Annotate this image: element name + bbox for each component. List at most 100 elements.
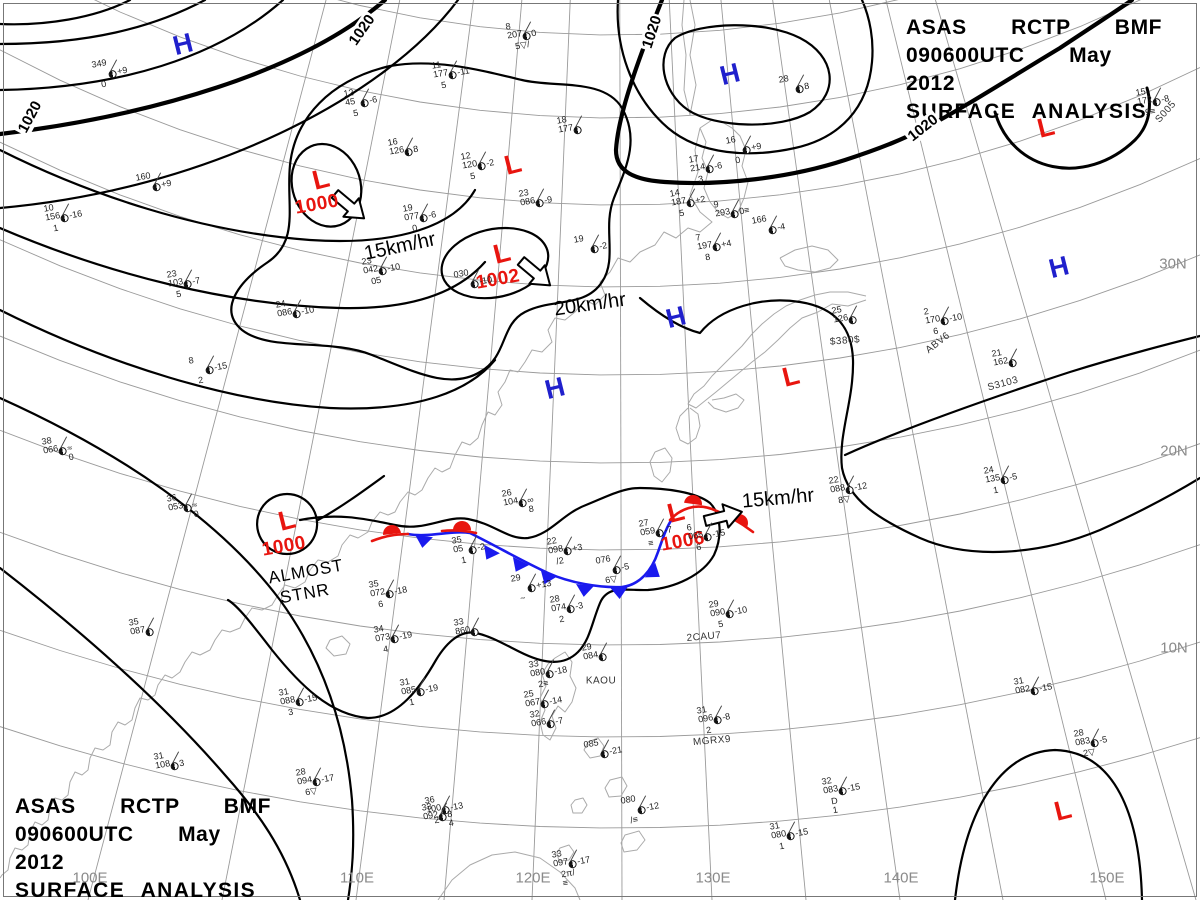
station-right-value: -5 bbox=[1008, 471, 1018, 483]
coastline-china-indochina bbox=[0, 127, 713, 879]
coastline-kyushu bbox=[675, 407, 701, 445]
station-right-value: -6 bbox=[368, 94, 378, 106]
coastline-shikoku bbox=[707, 393, 745, 413]
title-block-bottomleft: ASAS RCTP BMF 090600UTC May 2012 SURFACE… bbox=[15, 793, 275, 900]
station-top-values: 31 080 bbox=[768, 820, 787, 841]
parallel-line bbox=[0, 335, 1200, 464]
isobar-sw-corner bbox=[0, 566, 302, 900]
isobar-front-loop-1006 bbox=[226, 486, 721, 720]
station-top-values: 24 086 bbox=[274, 298, 293, 319]
parallel-line bbox=[0, 629, 1200, 738]
station-top-values: 31 082 bbox=[1012, 675, 1031, 696]
station-top-values: 21 162 bbox=[990, 347, 1009, 368]
station-bottom-value: /2 bbox=[555, 555, 565, 567]
graticule-label: 150E bbox=[1089, 869, 1125, 887]
coastline-hainan bbox=[325, 635, 351, 657]
station-top-values: 35 087 bbox=[127, 616, 146, 637]
isobar-nw-2 bbox=[0, 0, 207, 46]
station-top-values: 29 090 bbox=[707, 598, 726, 619]
isobar-nw-4 bbox=[0, 0, 460, 210]
coastline-ph-island-4 bbox=[556, 844, 575, 862]
isobar-se-dome bbox=[953, 748, 1144, 900]
station-top-values: 35 072 bbox=[367, 578, 386, 599]
isobar-valley-c bbox=[0, 308, 497, 410]
graticule-label: 30N bbox=[1159, 255, 1187, 273]
station-top-values: 33 092 bbox=[420, 801, 439, 822]
parallel-line bbox=[0, 239, 1200, 376]
station-right-value: -2 bbox=[485, 157, 495, 169]
isobar-sw-long bbox=[0, 396, 355, 900]
station-bottom-value: 2π/≡ bbox=[560, 867, 576, 889]
parallel-line bbox=[93, 0, 1141, 119]
station-right-value: -2 bbox=[476, 541, 486, 553]
parallel-line bbox=[0, 726, 1200, 829]
station-top-values: 27 059 bbox=[637, 517, 656, 538]
stationary-front bbox=[370, 495, 755, 599]
coastline-borneo bbox=[437, 851, 581, 900]
station-right-value: -7 bbox=[554, 715, 564, 727]
graticule-label: 110E bbox=[340, 869, 374, 887]
station-top-values: 23 086 bbox=[517, 187, 536, 208]
graticule-label: 140E bbox=[883, 869, 919, 887]
graticule-label: 10N bbox=[1160, 639, 1188, 657]
isobar-low-oval-1002 bbox=[440, 226, 550, 300]
station-top-values: 2 170 bbox=[922, 305, 941, 326]
cold-front-pips bbox=[415, 534, 660, 599]
station-top-values: 25 126 bbox=[830, 304, 849, 325]
meridian-line bbox=[619, 0, 623, 900]
station-top-values: 28 074 bbox=[548, 593, 567, 614]
isobar-low-oval-1000 bbox=[290, 142, 363, 228]
station-top-values: 24 135 bbox=[982, 464, 1001, 485]
coastline-taiwan bbox=[649, 447, 673, 483]
title-line-3: SURFACE ANALYSIS bbox=[906, 100, 1148, 123]
station-top-values: 33 860 bbox=[452, 616, 471, 637]
map-frame bbox=[3, 3, 1197, 897]
isobar-nw-1 bbox=[0, 0, 132, 26]
station-bottom-value: /≡ bbox=[629, 814, 639, 826]
isobar-1020-nw bbox=[0, 0, 388, 137]
graticule-label: 130E bbox=[695, 869, 731, 887]
coastline-ph-island-3 bbox=[570, 797, 588, 814]
station-right-value: -3 bbox=[574, 600, 584, 612]
station-top-values: 19 bbox=[572, 233, 585, 245]
ship-callsign-label: KAOU bbox=[585, 675, 617, 687]
meridian-line bbox=[935, 0, 1197, 900]
title-block-topright: ASAS RCTP BMF 090600UTC May 2012 SURFACE… bbox=[906, 14, 1192, 126]
station-right-value: -7 bbox=[191, 275, 201, 287]
station-right-value: +4 bbox=[720, 237, 733, 250]
station-top-values: 33 097 bbox=[550, 848, 569, 869]
station-right-value: -5 bbox=[1098, 734, 1108, 746]
meridian-line bbox=[443, 0, 523, 900]
parallel-line bbox=[0, 429, 1200, 551]
coastline-sakhalin bbox=[681, 0, 697, 116]
station-top-values: 19 077 bbox=[401, 202, 420, 223]
coastlines bbox=[0, 0, 867, 900]
station-right-value: +9 bbox=[116, 64, 129, 77]
station-top-values: 29 bbox=[509, 572, 522, 584]
isobar-japan-low bbox=[638, 296, 1200, 554]
station-top-values: 31 088 bbox=[277, 686, 296, 707]
station-right-value: -8 bbox=[721, 711, 731, 723]
meridian-line bbox=[885, 0, 1107, 900]
station-top-values: 16 bbox=[724, 134, 737, 146]
station-right-value: +9 bbox=[750, 140, 763, 153]
station-top-values: 23 103 bbox=[165, 268, 184, 289]
isobar-nw-3 bbox=[0, 0, 285, 92]
station-top-values: 12 45 bbox=[342, 87, 356, 108]
title-line-1: ASAS RCTP BMF bbox=[906, 16, 1163, 39]
title-line-2: 090600UTC May 2012 bbox=[15, 823, 221, 874]
trough-line-ne bbox=[993, 86, 1151, 170]
isobar-high-outer-ne bbox=[616, 0, 874, 155]
isobar-1020-main bbox=[613, 0, 1135, 186]
station-top-values: 17 214 bbox=[687, 153, 706, 174]
meridian-line bbox=[720, 0, 807, 900]
graticule-label: 20N bbox=[1160, 442, 1188, 460]
parallel-line bbox=[337, 0, 899, 36]
station-top-values: 9 293 bbox=[712, 198, 731, 219]
station-top-values: 15 172 bbox=[1134, 86, 1153, 107]
isobar-valley-b bbox=[0, 226, 487, 310]
station-right-value: +3 bbox=[571, 541, 584, 554]
